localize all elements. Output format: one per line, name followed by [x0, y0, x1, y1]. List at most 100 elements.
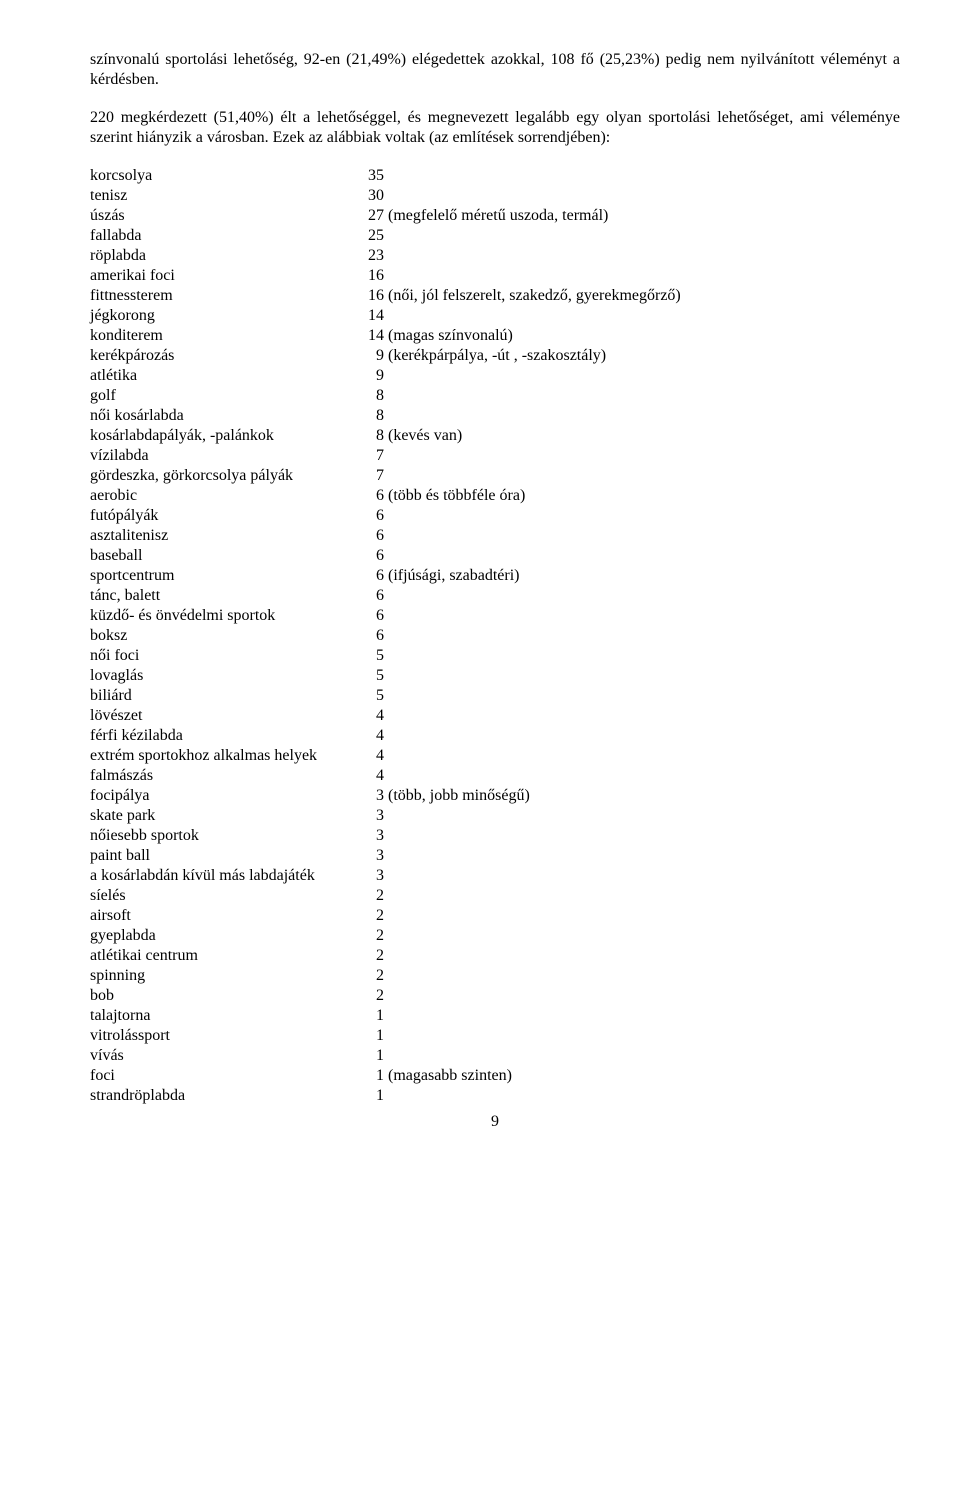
table-row: foci1(magasabb szinten) — [90, 1066, 685, 1086]
sport-name: baseball — [90, 546, 344, 566]
sport-note — [388, 526, 685, 546]
sport-note: (kerékpárpálya, -út , -szakosztály) — [388, 346, 685, 366]
sport-count: 4 — [344, 726, 388, 746]
sport-note: (kevés van) — [388, 426, 685, 446]
sport-note — [388, 1046, 685, 1066]
sport-note — [388, 626, 685, 646]
sport-name: vívás — [90, 1046, 344, 1066]
sport-note — [388, 446, 685, 466]
sport-note — [388, 966, 685, 986]
sport-count: 1 — [344, 1006, 388, 1026]
sport-count: 1 — [344, 1086, 388, 1106]
sport-count: 5 — [344, 666, 388, 686]
sport-name: boksz — [90, 626, 344, 646]
table-row: baseball6 — [90, 546, 685, 566]
table-row: falmászás4 — [90, 766, 685, 786]
sport-name: airsoft — [90, 906, 344, 926]
sport-name: tenisz — [90, 186, 344, 206]
sport-count: 7 — [344, 466, 388, 486]
sport-count: 3 — [344, 826, 388, 846]
sport-name: spinning — [90, 966, 344, 986]
sport-count: 2 — [344, 966, 388, 986]
sport-note — [388, 1026, 685, 1046]
sport-count: 8 — [344, 426, 388, 446]
sport-count: 4 — [344, 766, 388, 786]
sport-name: futópályák — [90, 506, 344, 526]
sport-note — [388, 666, 685, 686]
sport-note — [388, 1086, 685, 1106]
sport-count: 4 — [344, 746, 388, 766]
table-row: bob2 — [90, 986, 685, 1006]
sport-count: 6 — [344, 566, 388, 586]
sport-name: biliárd — [90, 686, 344, 706]
sport-name: amerikai foci — [90, 266, 344, 286]
sport-count: 27 — [344, 206, 388, 226]
sport-name: lovaglás — [90, 666, 344, 686]
sport-count: 2 — [344, 926, 388, 946]
sport-note — [388, 886, 685, 906]
sport-name: gyeplabda — [90, 926, 344, 946]
sport-count: 6 — [344, 486, 388, 506]
sport-count: 16 — [344, 286, 388, 306]
sport-name: gördeszka, görkorcsolya pályák — [90, 466, 344, 486]
table-row: lövészet4 — [90, 706, 685, 726]
sport-count: 4 — [344, 706, 388, 726]
table-row: atlétikai centrum2 — [90, 946, 685, 966]
sport-count: 5 — [344, 686, 388, 706]
table-row: kosárlabdapályák, -palánkok8(kevés van) — [90, 426, 685, 446]
sport-note: (női, jól felszerelt, szakedző, gyerekme… — [388, 286, 685, 306]
table-row: úszás27(megfelelő méretű uszoda, termál) — [90, 206, 685, 226]
table-row: airsoft2 — [90, 906, 685, 926]
sport-count: 14 — [344, 326, 388, 346]
sport-count: 1 — [344, 1026, 388, 1046]
sport-note — [388, 586, 685, 606]
sport-note — [388, 186, 685, 206]
sport-name: atlétika — [90, 366, 344, 386]
table-row: fittnessterem16(női, jól felszerelt, sza… — [90, 286, 685, 306]
sport-count: 9 — [344, 366, 388, 386]
sport-note: (megfelelő méretű uszoda, termál) — [388, 206, 685, 226]
sport-count: 3 — [344, 846, 388, 866]
sport-count: 6 — [344, 626, 388, 646]
sport-count: 25 — [344, 226, 388, 246]
table-row: röplabda23 — [90, 246, 685, 266]
sport-name: fittnessterem — [90, 286, 344, 306]
table-row: fallabda25 — [90, 226, 685, 246]
table-row: skate park3 — [90, 806, 685, 826]
sport-name: focipálya — [90, 786, 344, 806]
sport-name: a kosárlabdán kívül más labdajáték — [90, 866, 344, 886]
sport-name: asztalitenisz — [90, 526, 344, 546]
sport-note — [388, 306, 685, 326]
sport-name: kerékpározás — [90, 346, 344, 366]
table-row: gyeplabda2 — [90, 926, 685, 946]
table-row: tánc, balett6 — [90, 586, 685, 606]
sport-count: 2 — [344, 986, 388, 1006]
table-row: konditerem14(magas színvonalú) — [90, 326, 685, 346]
sport-note — [388, 226, 685, 246]
sport-count: 6 — [344, 546, 388, 566]
sport-count: 6 — [344, 526, 388, 546]
sport-name: foci — [90, 1066, 344, 1086]
sport-name: sportcentrum — [90, 566, 344, 586]
sport-count: 6 — [344, 506, 388, 526]
table-row: lovaglás5 — [90, 666, 685, 686]
sport-count: 23 — [344, 246, 388, 266]
table-row: golf8 — [90, 386, 685, 406]
sport-note — [388, 746, 685, 766]
sport-name: jégkorong — [90, 306, 344, 326]
table-row: kerékpározás9(kerékpárpálya, -út , -szak… — [90, 346, 685, 366]
sport-count: 2 — [344, 886, 388, 906]
page-number: 9 — [90, 1112, 900, 1132]
sport-note — [388, 946, 685, 966]
sport-note: (több és többféle óra) — [388, 486, 685, 506]
sport-name: bob — [90, 986, 344, 1006]
intro-paragraph-1: színvonalú sportolási lehetőség, 92-en (… — [90, 50, 900, 90]
table-row: női foci5 — [90, 646, 685, 666]
sport-note: (magas színvonalú) — [388, 326, 685, 346]
sport-note — [388, 926, 685, 946]
sport-note — [388, 466, 685, 486]
sport-note — [388, 166, 685, 186]
sport-name: küzdő- és önvédelmi sportok — [90, 606, 344, 626]
table-row: biliárd5 — [90, 686, 685, 706]
sport-count: 8 — [344, 406, 388, 426]
